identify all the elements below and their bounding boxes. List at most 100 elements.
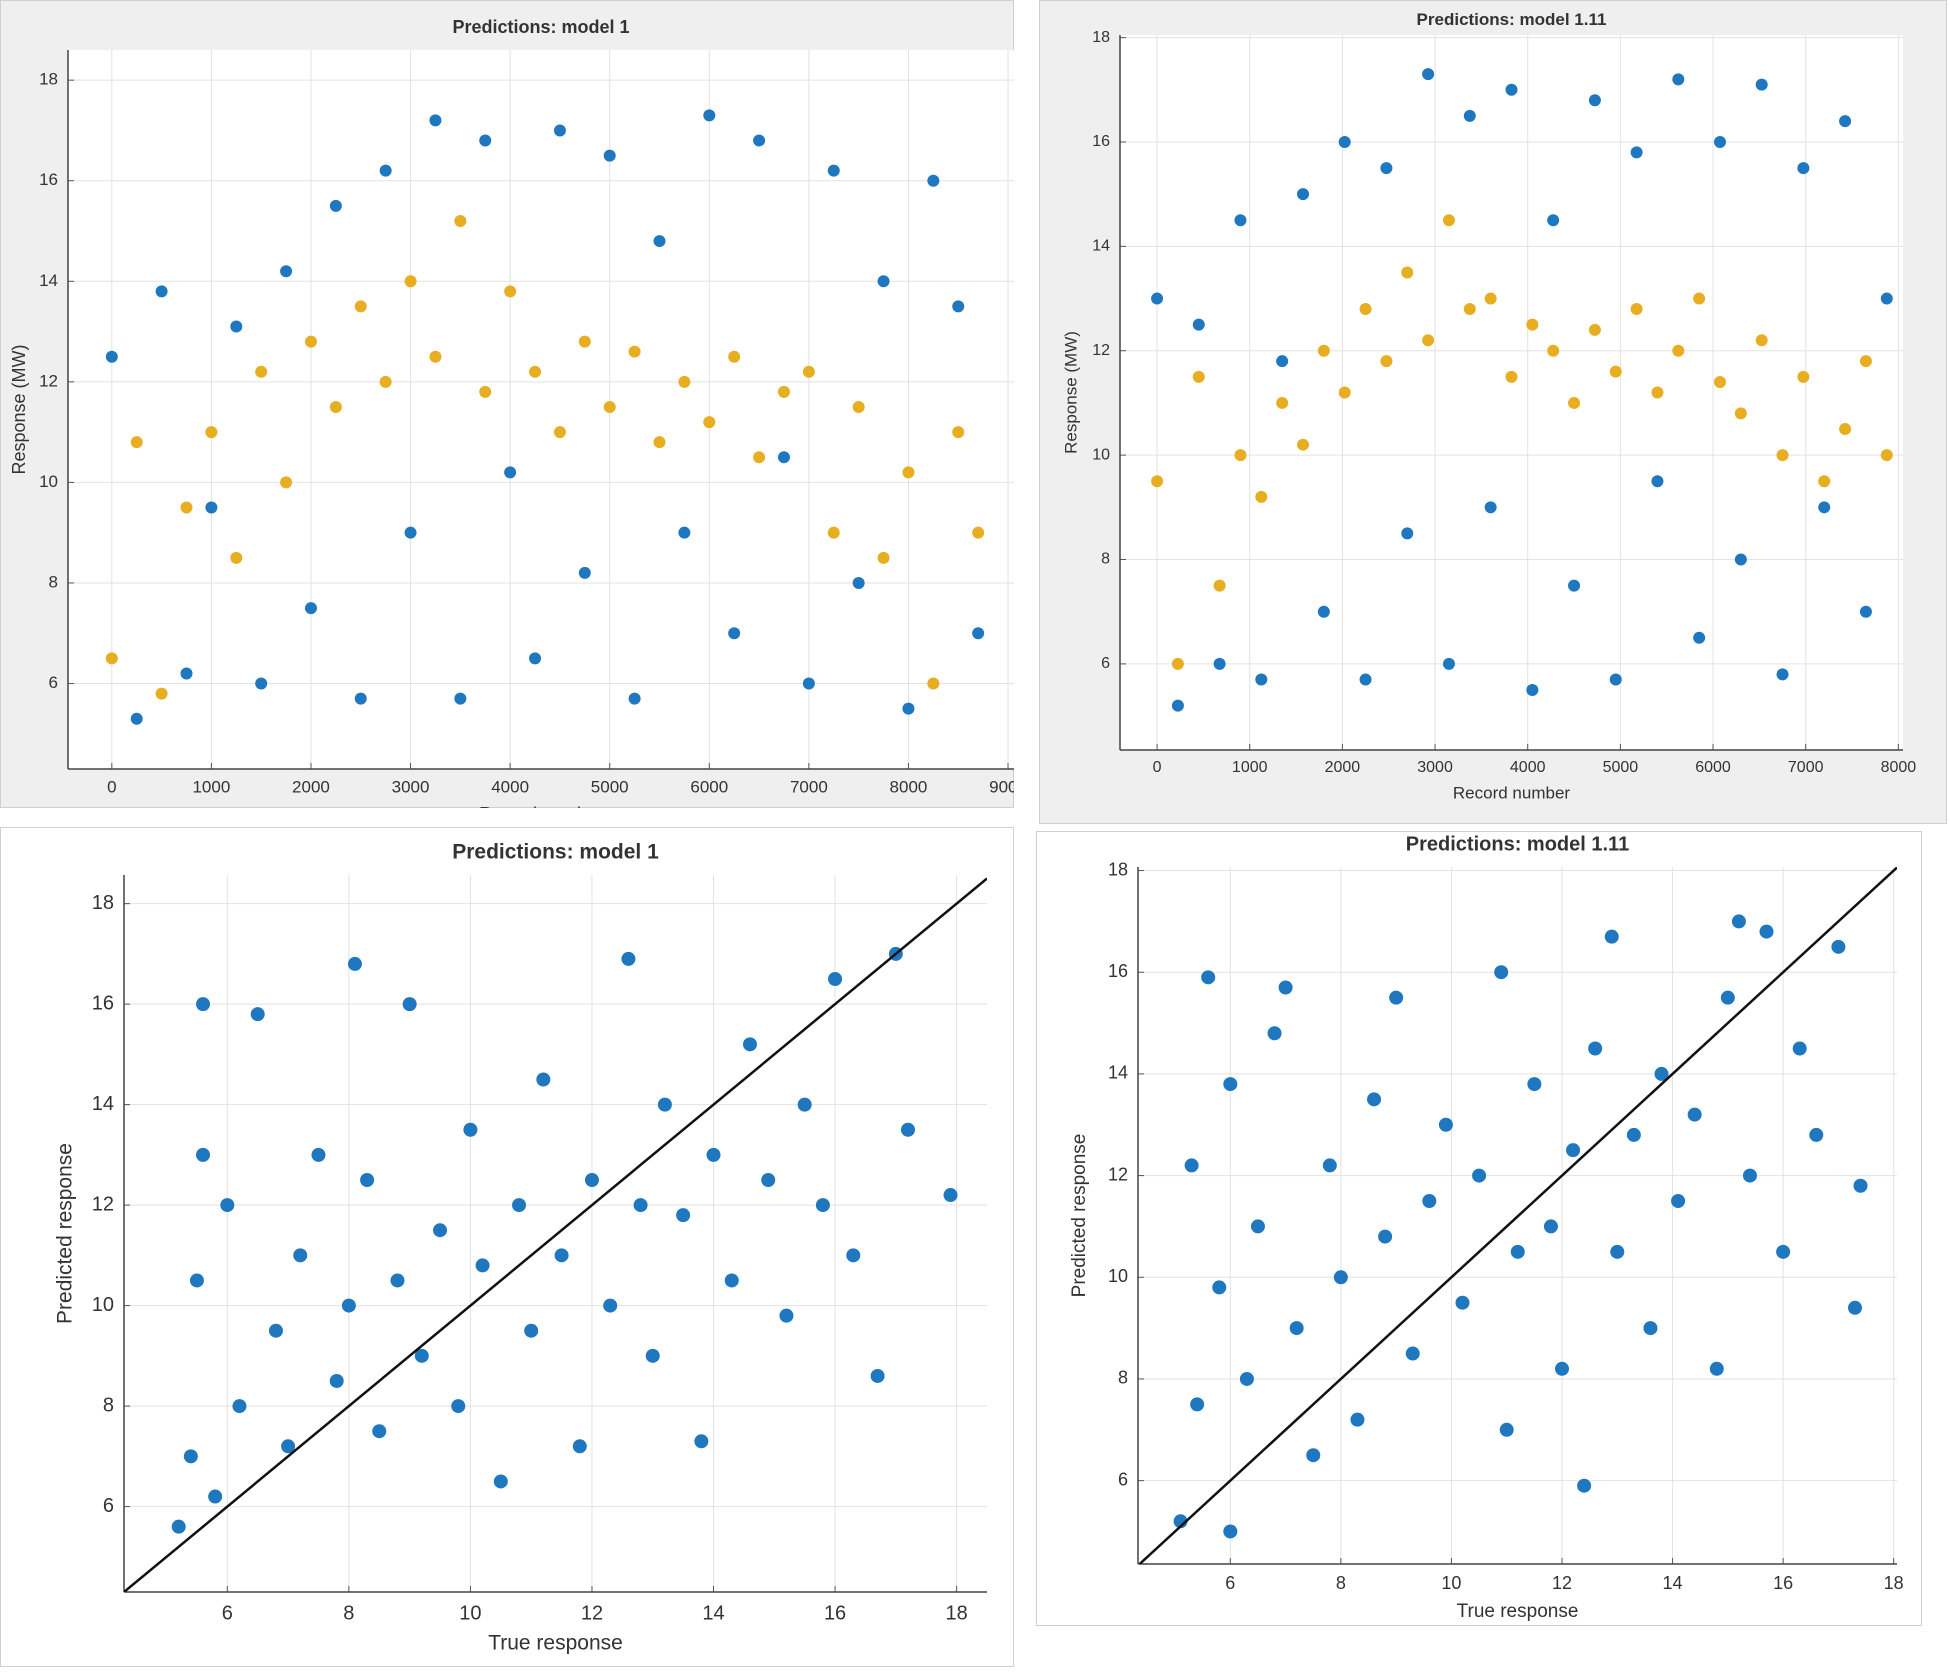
- y-tick-label: 6: [1118, 1469, 1128, 1489]
- scatter-point: [404, 526, 417, 539]
- x-tick-label: 8: [1336, 1573, 1346, 1593]
- scatter-point: [475, 1258, 490, 1273]
- scatter-point: [724, 1273, 739, 1288]
- y-tick-label: 18: [1108, 859, 1128, 879]
- scatter-point: [451, 1399, 466, 1414]
- scatter-point: [1672, 73, 1685, 86]
- scatter-point: [1442, 657, 1455, 670]
- scatter-point: [827, 526, 840, 539]
- scatter-point: [1626, 1127, 1641, 1142]
- scatter-point: [1322, 1158, 1337, 1173]
- scatter-point: [1422, 1194, 1437, 1209]
- x-tick-label: 0: [1153, 759, 1162, 776]
- scatter-point: [1588, 1041, 1603, 1056]
- scatter-point: [1151, 475, 1164, 488]
- scatter-point: [536, 1072, 551, 1087]
- scatter-point: [1853, 1178, 1868, 1193]
- scatter-point: [1797, 162, 1810, 175]
- y-axis-label: Predicted response: [1069, 1134, 1090, 1298]
- scatter-point: [1350, 1412, 1365, 1427]
- scatter-point: [360, 1172, 375, 1187]
- scatter-point: [1859, 355, 1872, 368]
- scatter-point: [281, 1439, 296, 1454]
- scatter-point: [1255, 673, 1268, 686]
- scatter-point: [504, 285, 517, 298]
- scatter-point: [1792, 1041, 1807, 1056]
- scatter-point: [1276, 396, 1289, 409]
- y-tick-label: 8: [1118, 1368, 1128, 1388]
- scatter-point: [1297, 438, 1310, 451]
- scatter-point: [1643, 1321, 1658, 1336]
- y-tick-label: 14: [1092, 238, 1110, 255]
- y-axis-label: Response (MW): [9, 344, 29, 474]
- scatter-point: [852, 400, 865, 413]
- x-tick-label: 7000: [1788, 759, 1824, 776]
- x-tick-label: 3000: [1417, 759, 1453, 776]
- scatter-point: [1306, 1448, 1321, 1463]
- y-tick-label: 10: [1092, 446, 1110, 463]
- scatter-point: [304, 602, 317, 615]
- scatter-point: [777, 385, 790, 398]
- x-tick-label: 18: [945, 1602, 967, 1624]
- scatter-point: [1720, 990, 1735, 1005]
- x-tick-label: 0: [107, 777, 116, 796]
- x-tick-label: 5000: [591, 777, 629, 796]
- scatter-point: [706, 1147, 721, 1162]
- scatter-point: [1389, 990, 1404, 1005]
- scatter-point: [454, 692, 467, 705]
- x-axis-label: True response: [1457, 1601, 1579, 1622]
- y-tick-label: 12: [92, 1193, 114, 1215]
- y-tick-label: 18: [92, 892, 114, 914]
- scatter-point: [105, 652, 118, 665]
- y-tick-label: 10: [92, 1294, 114, 1316]
- scatter-point: [280, 476, 293, 489]
- scatter-point: [972, 627, 985, 640]
- scatter-point: [1526, 683, 1539, 696]
- y-tick-label: 16: [1092, 133, 1110, 150]
- scatter-point: [372, 1424, 387, 1439]
- scatter-point: [1276, 355, 1289, 368]
- scatter-point: [678, 526, 691, 539]
- scatter-point: [183, 1449, 198, 1464]
- scatter-point: [454, 214, 467, 227]
- scatter-point: [1839, 115, 1852, 128]
- scatter-point: [1630, 302, 1643, 315]
- scatter-point: [429, 350, 442, 363]
- scatter-point: [1359, 673, 1372, 686]
- scatter-point: [1190, 1397, 1205, 1412]
- scatter-point: [341, 1298, 356, 1313]
- scatter-point: [1378, 1229, 1393, 1244]
- scatter-point: [268, 1323, 283, 1338]
- scatter-point: [1484, 292, 1497, 305]
- scatter-point: [414, 1348, 429, 1363]
- y-tick-label: 8: [103, 1394, 114, 1416]
- scatter-point: [1192, 318, 1205, 331]
- scatter-point: [1499, 1422, 1514, 1437]
- scatter-point: [1184, 1158, 1199, 1173]
- scatter-point: [196, 1147, 211, 1162]
- scatter-point: [1510, 1244, 1525, 1259]
- scatter-point: [870, 1368, 885, 1383]
- scatter-point: [1568, 396, 1581, 409]
- scatter-point: [779, 1308, 794, 1323]
- scatter-point: [329, 1373, 344, 1388]
- y-tick-label: 6: [49, 673, 58, 692]
- scatter-point: [657, 1097, 672, 1112]
- scatter-point: [777, 451, 790, 464]
- scatter-point: [1484, 501, 1497, 514]
- scatter-point: [927, 677, 940, 690]
- scatter-point: [676, 1208, 691, 1223]
- scatter-point: [196, 997, 211, 1012]
- x-tick-label: 10: [1441, 1573, 1461, 1593]
- scatter-point: [1693, 631, 1706, 644]
- scatter-point: [1317, 605, 1330, 618]
- x-tick-label: 1000: [1232, 759, 1268, 776]
- x-axis-label: True response: [488, 1632, 623, 1655]
- scatter-point: [1776, 1244, 1791, 1259]
- scatter-point: [1505, 370, 1518, 383]
- scatter-point: [1568, 579, 1581, 592]
- scatter-point: [1201, 970, 1216, 985]
- scatter-point: [1734, 407, 1747, 420]
- scatter-point: [877, 275, 890, 288]
